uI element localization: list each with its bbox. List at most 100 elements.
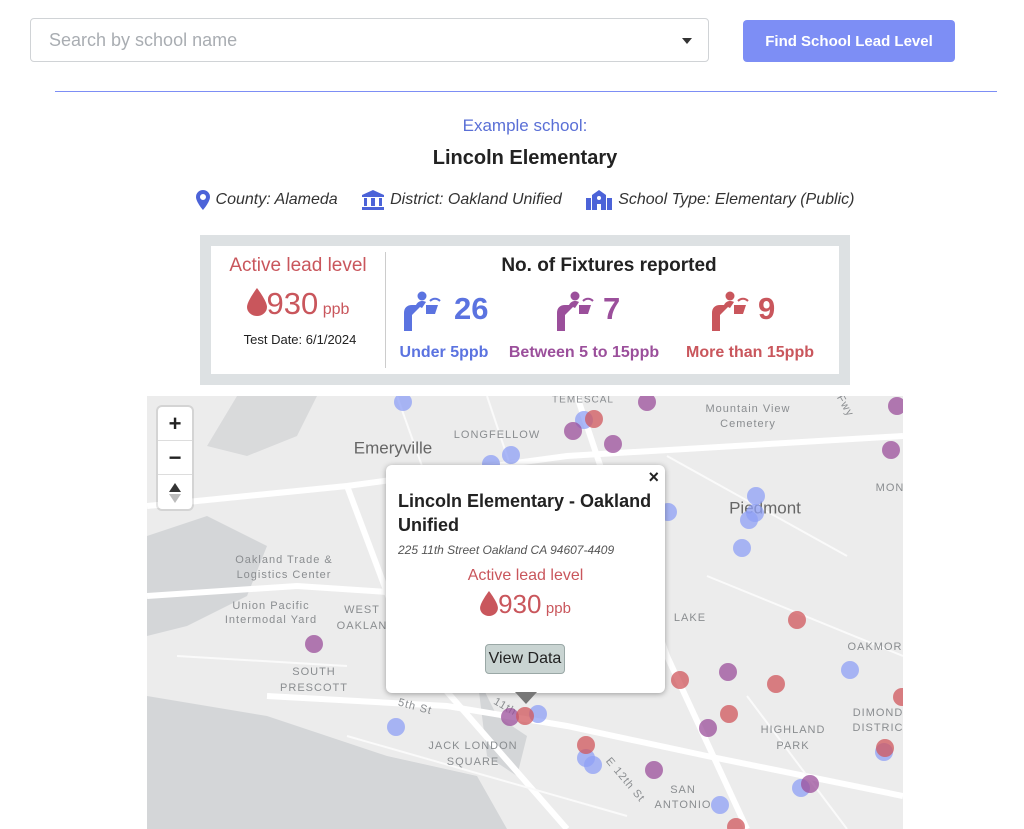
- fountain-icon: [708, 291, 752, 331]
- view-data-button[interactable]: View Data: [485, 644, 565, 674]
- map-label: JACK LONDON: [428, 740, 517, 752]
- fixture-label: Under 5ppb: [399, 344, 489, 361]
- map-label: LONGFELLOW: [454, 429, 540, 441]
- school-marker[interactable]: [801, 775, 819, 793]
- school-marker[interactable]: [719, 663, 737, 681]
- school-name: Lincoln Elementary: [432, 147, 618, 169]
- drop-icon: [480, 591, 498, 616]
- map-label: Fwy: [834, 396, 856, 419]
- map-label: Union Pacific: [232, 600, 309, 612]
- school-marker[interactable]: [841, 661, 859, 679]
- map-label: Mountain View: [706, 403, 791, 415]
- popup: × Lincoln Elementary - Oakland Unified 2…: [386, 465, 665, 693]
- lake: [477, 676, 527, 776]
- school-meta: County: Alameda District: Oakland Unifie…: [0, 190, 1024, 215]
- compass[interactable]: [169, 483, 181, 503]
- county: County: Alameda: [195, 190, 338, 210]
- map-label: OAKMOR: [848, 641, 903, 653]
- fixture-under: 26: [400, 291, 510, 331]
- school-marker[interactable]: [733, 539, 751, 557]
- fixture-label: Between 5 to 15ppb: [508, 344, 660, 361]
- county-text: County: Alameda: [215, 191, 338, 208]
- popup-address: 225 11th Street Oakland CA 94607-4409: [398, 543, 615, 557]
- popup-pointer: [515, 692, 537, 704]
- school-marker[interactable]: [516, 707, 534, 725]
- school-marker[interactable]: [584, 756, 602, 774]
- school-marker[interactable]: [564, 422, 582, 440]
- school-marker[interactable]: [671, 671, 689, 689]
- find-button[interactable]: Find School Lead Level: [743, 20, 955, 62]
- map-label: 5th St: [397, 697, 434, 718]
- school-marker[interactable]: [394, 396, 412, 411]
- fixtures-title: No. of Fixtures reported: [501, 255, 717, 276]
- school-marker[interactable]: [767, 675, 785, 693]
- school-icon: [586, 190, 613, 210]
- map-label: MON: [876, 482, 903, 494]
- pin-icon: [195, 190, 210, 210]
- popup-close[interactable]: ×: [648, 467, 659, 487]
- school-type: School Type: Elementary (Public): [586, 190, 854, 210]
- map-label: HIGHLAND: [761, 724, 826, 736]
- lead-label: Active lead level: [229, 255, 367, 276]
- school-marker[interactable]: [305, 635, 323, 653]
- fixture-label: More than 15ppb: [685, 344, 814, 361]
- map-label: OAKLAN: [337, 620, 388, 632]
- summary-card: Active lead level 930 ppb Test Date: 6/1…: [200, 235, 850, 385]
- map-label: Cemetery: [720, 418, 776, 430]
- fixture-more: 9: [708, 291, 818, 331]
- school-search[interactable]: Search by school name: [30, 18, 709, 62]
- school-marker[interactable]: [727, 818, 745, 829]
- district-text: District: Oakland Unified: [390, 191, 562, 208]
- map-label: Intermodal Yard: [225, 614, 317, 626]
- map[interactable]: TEMESCAL LONGFELLOW Emeryville Mountain Vie…: [147, 396, 903, 829]
- school-marker[interactable]: [645, 761, 663, 779]
- fountain-icon: [400, 291, 444, 331]
- fixture-count: 9: [758, 291, 776, 326]
- school-marker[interactable]: [888, 397, 903, 415]
- school-marker[interactable]: [501, 708, 519, 726]
- map-label: SQUARE: [447, 756, 499, 768]
- map-label: ANTONIO: [655, 799, 712, 811]
- map-label: LAKE: [674, 612, 706, 624]
- school-marker[interactable]: [502, 446, 520, 464]
- school-marker[interactable]: [747, 487, 765, 505]
- divider-rule: [55, 91, 997, 92]
- school-marker[interactable]: [577, 736, 595, 754]
- school-marker[interactable]: [711, 796, 729, 814]
- fountain-icon: [553, 291, 597, 331]
- fixture-between: 7: [553, 291, 663, 331]
- zoom-in[interactable]: +: [158, 407, 192, 441]
- dropdown-caret[interactable]: [682, 38, 692, 44]
- school-marker[interactable]: [746, 504, 764, 522]
- school-marker[interactable]: [720, 705, 738, 723]
- map-label: SOUTH: [292, 666, 336, 678]
- school-marker[interactable]: [387, 718, 405, 736]
- map-label: WEST: [344, 604, 380, 616]
- water: [147, 516, 267, 636]
- school-marker[interactable]: [893, 688, 903, 706]
- school-marker[interactable]: [604, 435, 622, 453]
- zoom-out[interactable]: −: [158, 441, 192, 475]
- district-icon: [362, 190, 385, 210]
- lead-unit: ppb: [322, 301, 350, 318]
- school-marker[interactable]: [876, 739, 894, 757]
- district: District: Oakland Unified: [362, 190, 562, 210]
- map-label: DISTRIC: [853, 722, 904, 734]
- school-marker[interactable]: [699, 719, 717, 737]
- map-label: PARK: [776, 740, 809, 752]
- map-label: SAN: [670, 784, 696, 796]
- type-text: School Type: Elementary (Public): [618, 191, 855, 208]
- drop-icon: [247, 288, 267, 316]
- school-marker[interactable]: [788, 611, 806, 629]
- fixture-count: 7: [603, 291, 621, 326]
- map-label: TEMESCAL: [552, 396, 614, 406]
- water: [147, 696, 507, 829]
- school-marker[interactable]: [638, 396, 656, 411]
- map-label: Oakland Trade &: [235, 554, 333, 566]
- search-placeholder: Search by school name: [49, 30, 238, 50]
- school-marker[interactable]: [882, 441, 900, 459]
- zoom-controls: + −: [158, 407, 192, 509]
- school-marker[interactable]: [585, 410, 603, 428]
- map-label: Emeryville: [354, 438, 432, 457]
